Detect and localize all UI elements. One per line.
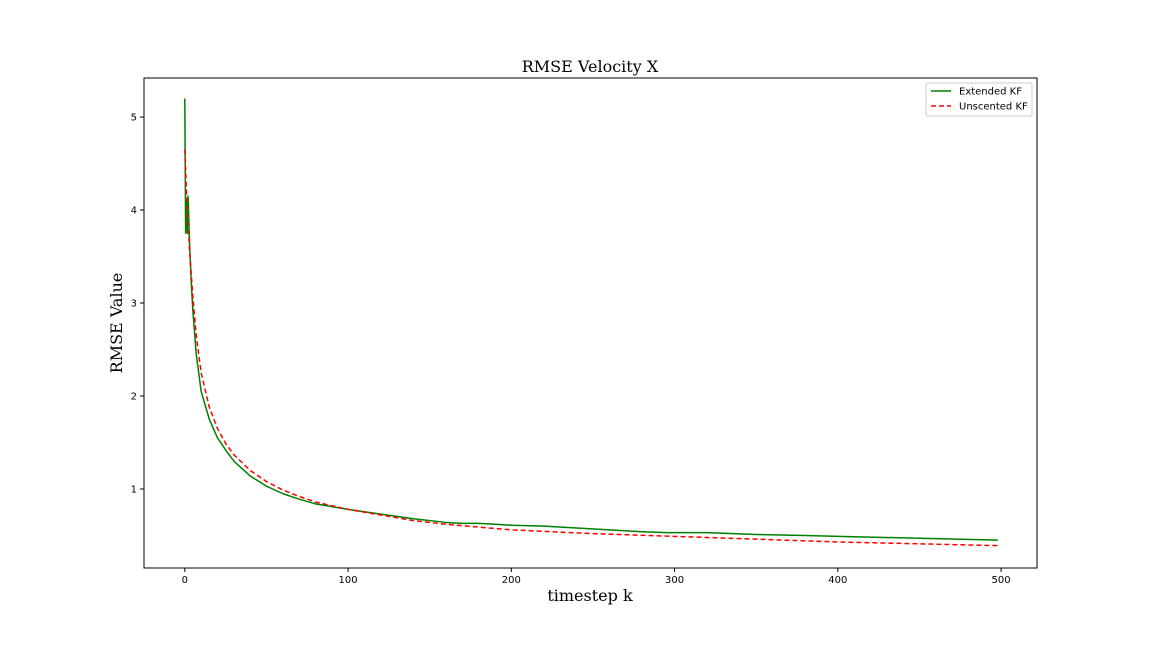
y-tick-label: 3 [131,299,137,310]
legend-box [925,82,1033,117]
y-tick-label: 2 [131,391,137,402]
chart-title: RMSE Velocity X [522,57,659,76]
x-tick-label: 400 [828,575,847,586]
x-axis-label: timestep k [547,586,633,605]
plot-area [143,77,1038,569]
legend-label: Extended KF [959,87,1022,98]
series-line-2 [184,149,998,547]
y-axis-label: RMSE Value [107,273,126,374]
y-axis: 1 2 3 4 5 [131,113,144,495]
y-tick-label: 5 [131,113,137,124]
legend: Extended KF Unscented KF [925,82,1033,117]
axes-frame [143,77,1038,569]
y-tick-label: 4 [131,206,137,217]
x-tick-label: 300 [665,575,684,586]
x-tick-label: 0 [182,575,188,586]
y-tick-label: 1 [131,484,137,495]
series-layer [184,98,998,547]
series-line-1 [184,98,998,541]
x-axis: 0 100 200 300 400 500 [182,568,1011,586]
legend-label: Unscented KF [959,102,1028,113]
x-tick-label: 200 [502,575,521,586]
x-tick-label: 100 [339,575,358,586]
x-tick-label: 500 [992,575,1011,586]
